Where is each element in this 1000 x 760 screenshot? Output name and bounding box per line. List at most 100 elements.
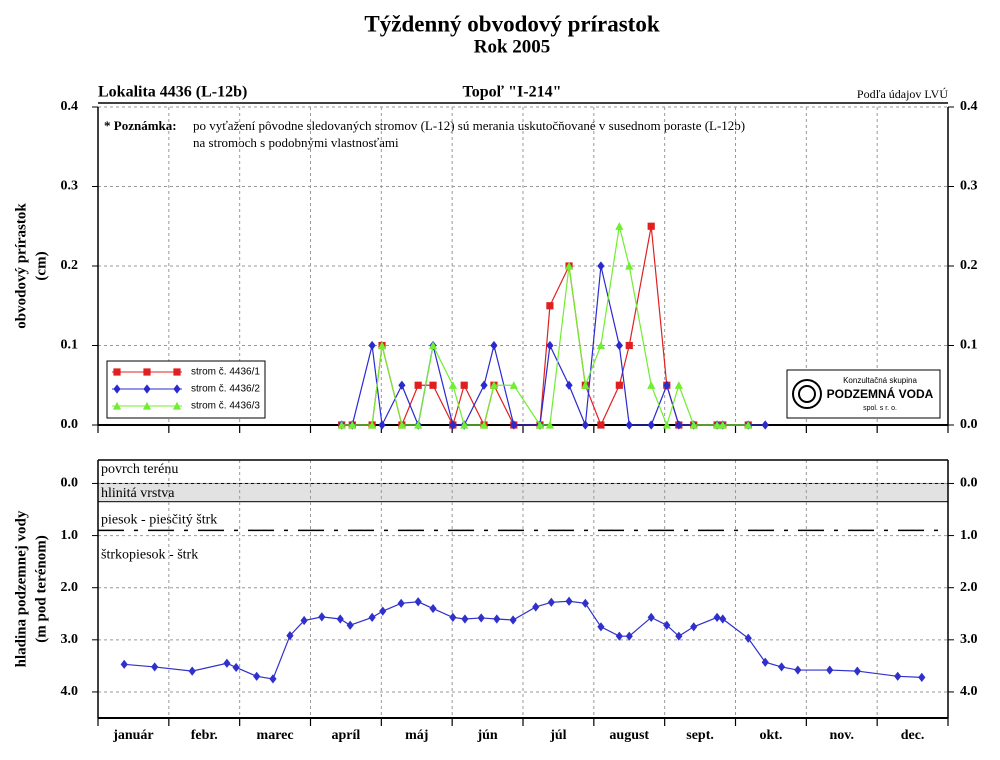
marker xyxy=(479,420,489,429)
y-tick-label: 4.0 xyxy=(61,684,79,699)
marker xyxy=(151,662,159,672)
x-tick-label: sept. xyxy=(686,728,714,743)
logo-box xyxy=(786,369,941,419)
marker xyxy=(397,598,405,608)
marker xyxy=(414,420,423,429)
x-tick-label: jún xyxy=(476,728,497,743)
marker xyxy=(597,421,605,429)
x-tick-label: febr. xyxy=(191,728,218,743)
marker xyxy=(581,420,589,430)
marker xyxy=(429,381,437,389)
legend-label: strom č. 4436/3 xyxy=(191,401,260,412)
marker xyxy=(596,341,606,350)
marker xyxy=(143,368,151,376)
x-tick-label: apríl xyxy=(332,728,361,743)
header-center: Topoľ "I-214" xyxy=(463,84,562,101)
marker xyxy=(647,612,655,623)
y-axis-label: obvodový prírastok xyxy=(13,203,29,329)
marker xyxy=(761,420,769,430)
marker xyxy=(853,666,861,676)
marker xyxy=(918,672,926,682)
logo: Konzultačná skupina PODZEMNÁ VODA spol. … xyxy=(786,369,941,419)
marker xyxy=(188,666,196,676)
marker xyxy=(368,612,376,623)
series-line xyxy=(341,226,749,427)
marker xyxy=(545,420,555,429)
marker xyxy=(460,420,469,429)
logo-text: spol. s r. o. xyxy=(863,405,897,412)
marker xyxy=(647,222,655,230)
marker xyxy=(368,340,376,351)
marker xyxy=(713,612,721,623)
note-line: po vyťažení pôvodne sledovaných stromov … xyxy=(193,118,745,133)
y-tick-label: 0.3 xyxy=(960,179,978,194)
marker xyxy=(477,613,485,623)
y-axis-label: (cm) xyxy=(33,251,49,280)
marker xyxy=(398,380,406,390)
marker xyxy=(675,420,683,430)
marker xyxy=(761,657,769,667)
x-tick-label: máj xyxy=(405,728,428,743)
marker xyxy=(460,381,468,389)
marker xyxy=(615,340,623,351)
marker xyxy=(663,380,671,390)
marker xyxy=(480,380,488,390)
marker xyxy=(173,384,181,394)
marker xyxy=(615,222,624,230)
marker xyxy=(744,633,752,643)
logo-icon xyxy=(798,385,816,403)
y-tick-label: 0.4 xyxy=(61,99,79,114)
y-tick-label: 4.0 xyxy=(960,684,978,699)
marker xyxy=(318,612,326,622)
marker xyxy=(428,341,438,350)
y-tick-label: 0.0 xyxy=(960,417,978,432)
y-tick-label: 2.0 xyxy=(960,580,978,595)
marker xyxy=(414,381,422,389)
marker xyxy=(663,620,671,630)
marker xyxy=(337,420,346,429)
marker xyxy=(546,340,554,351)
marker xyxy=(172,401,182,410)
y-axis-label: (m pod terénom) xyxy=(33,535,49,642)
marker xyxy=(397,420,406,429)
marker xyxy=(509,381,518,389)
marker xyxy=(625,261,634,270)
marker xyxy=(675,631,683,641)
marker xyxy=(368,420,377,429)
marker xyxy=(547,597,555,607)
x-tick-label: nov. xyxy=(829,728,854,743)
marker xyxy=(286,631,294,641)
layer-label: hlinitá vrstva xyxy=(101,486,175,501)
marker xyxy=(719,614,727,624)
legend: strom č. 4436/1 strom č. 4436/2 strom č. 4… xyxy=(106,360,266,419)
y-tick-label: 0.0 xyxy=(61,417,79,432)
marker xyxy=(826,665,834,675)
marker xyxy=(113,368,121,376)
marker xyxy=(794,665,802,675)
header-left: Lokalita 4436 (L-12b) xyxy=(98,84,247,101)
logo-icon xyxy=(792,379,822,409)
y-tick-label: 0.2 xyxy=(61,258,79,273)
y-tick-label: 3.0 xyxy=(61,632,79,647)
layer-label: štrkopiesok - štrk xyxy=(101,548,198,563)
marker xyxy=(712,420,722,429)
marker xyxy=(894,671,902,681)
marker xyxy=(597,261,605,271)
chart-subtitle: Rok 2005 xyxy=(474,36,551,57)
marker xyxy=(379,606,387,616)
marker xyxy=(113,384,121,394)
series-line xyxy=(341,226,749,427)
y-tick-label: 0.2 xyxy=(960,258,978,273)
x-tick-label: august xyxy=(609,728,649,743)
marker xyxy=(625,420,633,430)
marker xyxy=(223,658,231,668)
marker xyxy=(461,614,469,624)
y-tick-label: 0.0 xyxy=(61,476,79,491)
marker xyxy=(689,420,698,429)
y-tick-label: 1.0 xyxy=(61,528,79,543)
y-tick-label: 0.3 xyxy=(61,179,79,194)
marker xyxy=(346,620,354,630)
note-label: * Poznámka: xyxy=(104,118,177,133)
marker xyxy=(112,401,122,410)
